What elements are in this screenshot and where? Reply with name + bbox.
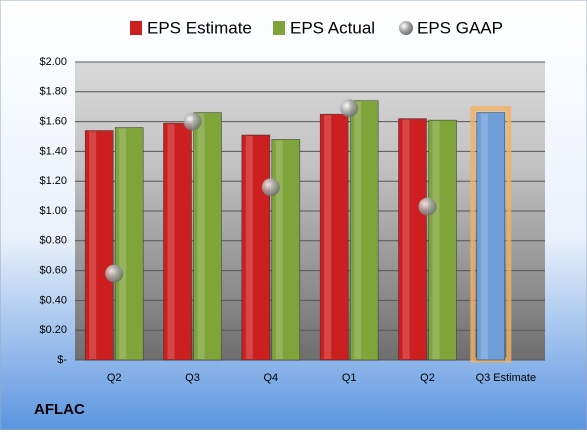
dot [340,99,359,118]
bar [193,112,222,361]
y-tick-label: $1.40 [39,145,67,157]
y-tick-label: $0.80 [39,235,67,247]
bar [428,119,457,361]
bar [114,127,144,361]
bar-shine [432,121,440,359]
dot [183,112,202,131]
y-tick-label: $0.20 [39,324,67,336]
x-tick-label: Q1 [342,372,357,384]
bar-shine [402,119,410,360]
bar-shine [89,131,97,359]
x-tick-label: Q4 [263,372,278,384]
y-tick-label: $0.60 [39,265,67,277]
y-tick-label: $1.80 [39,86,67,98]
legend-marker [273,21,285,35]
bar [349,100,379,361]
dot [105,264,124,283]
bar [271,139,301,361]
bar-shine [197,113,205,359]
bar-shine [245,136,253,359]
bar-shine [324,115,332,360]
bar-shine [119,128,127,359]
x-tick-label: Q2 [107,372,122,384]
y-tick-label: $0.40 [39,294,67,306]
bar [476,112,506,361]
y-tick-label: $1.60 [39,116,67,128]
bar [84,130,114,361]
bar-shine [275,140,283,359]
bar [241,134,271,361]
y-tick-label: $2.00 [39,56,67,68]
legend-marker [130,21,142,35]
legend-label: EPS Estimate [147,18,252,37]
legend-label: EPS GAAP [417,18,503,37]
y-tick-label: $- [57,354,67,366]
footer: AFLAC [34,401,85,418]
dot [418,197,437,216]
legend-label: EPS Actual [290,18,375,37]
dot [261,178,280,197]
bar-shine [354,101,362,360]
legend-marker [399,21,413,35]
bar-shine [480,113,488,359]
y-tick-label: $1.20 [39,175,67,187]
x-tick-label: Q2 [420,372,435,384]
bar [163,122,192,361]
bar [319,113,349,361]
y-tick-label: $1.00 [39,205,67,217]
x-tick-label: Q3 Estimate [476,372,537,384]
bar-shine [167,124,175,359]
bar [398,118,427,361]
x-tick-label: Q3 [185,372,200,384]
